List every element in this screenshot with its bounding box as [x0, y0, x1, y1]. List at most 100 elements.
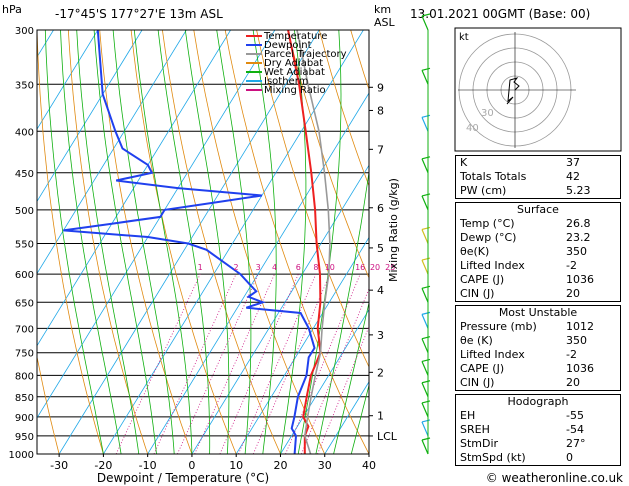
pressure-tick-label: 800 [15, 371, 34, 382]
most-unstable-title: Most Unstable [498, 306, 578, 319]
wind-barb-flag [421, 285, 431, 289]
mixing-ratio-tick-label: 8 [313, 263, 318, 272]
temperature-tick-label: -10 [139, 459, 157, 472]
value-sreh: -54 [566, 423, 584, 436]
temperature-tick-label: -30 [50, 459, 68, 472]
height-tick-label: 5 [377, 242, 384, 255]
row-mu-pressure: Pressure (mb) 1012 [456, 320, 620, 334]
plot-frame [36, 29, 370, 455]
height-tick-label: 1 [377, 410, 384, 423]
value-mu-pressure: 1012 [566, 320, 594, 333]
wind-barb-flag [421, 437, 431, 441]
label-cin: CIN (J) [460, 287, 495, 300]
hodo-table-title: Hodograph [507, 395, 569, 408]
pressure-tick-label: 750 [15, 349, 34, 360]
height-tick-label: 3 [377, 329, 384, 342]
mixing-ratio-line [285, 273, 361, 454]
row-li: Lifted Index -2 [456, 259, 620, 273]
value-temp: 26.8 [566, 217, 591, 230]
temperature-line [287, 30, 322, 454]
height-tick-label: 2 [377, 366, 384, 379]
value-mu-cin: 20 [566, 376, 580, 389]
wind-barb [421, 158, 429, 174]
label-temp: Temp (°C) [460, 217, 515, 230]
most-unstable-box: Most Unstable Pressure (mb) 1012 θe (K) 35… [455, 305, 621, 391]
mixing-ratio-tick-label: 25 [385, 263, 395, 272]
legend-label: Mixing Ratio [264, 85, 326, 96]
mixing-ratio-tick-label: 6 [296, 263, 301, 272]
height-axis: 9 8 7 6 5 4 3 2 1 LCL [369, 81, 398, 443]
temperature-tick-label: 20 [273, 459, 287, 472]
label-k: K [460, 156, 468, 169]
dry-adiabat-line [318, 30, 369, 187]
hodo-table-box: Hodograph EH -55 SREH -54 StmDir 27° StmSpd… [455, 394, 621, 466]
mixing-ratio-axis-label: Mixing Ratio (g/kg) [387, 178, 400, 282]
value-stmspd: 0 [566, 451, 573, 464]
wet-adiabat-line [252, 30, 277, 454]
wind-barb [421, 314, 429, 329]
temperature-axis: -30 -20 -10 0 10 20 30 40 [50, 454, 376, 472]
wind-barb-flag [421, 67, 431, 71]
mixing-ratio-line [317, 325, 369, 454]
wet-adiabat-line [280, 30, 307, 454]
row-tt: Totals Totals 42 [456, 170, 620, 184]
dry-adiabat-line [224, 30, 369, 454]
row-sreh: SREH -54 [456, 423, 620, 437]
isotherm-line [0, 30, 9, 454]
isotherm-line [191, 164, 369, 454]
row-theta: θe(K) 350 [456, 245, 620, 259]
legend-label: Dewpoint [264, 40, 312, 51]
wind-barb [421, 439, 429, 455]
row-temp: Temp (°C) 26.8 [456, 217, 620, 231]
value-mu-cape: 1036 [566, 362, 594, 375]
label-mu-cape: CAPE (J) [460, 362, 505, 375]
mixing-ratio-tick-label: 2 [233, 263, 238, 272]
dry-adiabat-line [162, 30, 281, 454]
row-cin: CIN (J) 20 [456, 287, 620, 301]
temperature-tick-label: 30 [318, 459, 332, 472]
wind-barb-flag [421, 400, 431, 404]
wind-barb-flag [421, 358, 431, 362]
mixing-ratio-tick-label: 3 [256, 263, 261, 272]
value-mu-theta: 350 [566, 334, 587, 347]
wet-adiabat-line [44, 30, 104, 454]
wet-adiabat-line [315, 169, 369, 454]
label-li: Lifted Index [460, 259, 525, 272]
label-mu-theta: θe (K) [460, 334, 493, 347]
isotherm-line [37, 30, 276, 419]
legend-label: Isotherm [264, 76, 308, 87]
plot-series [63, 30, 331, 454]
value-stmdir: 27° [566, 437, 586, 450]
label-mu-cin: CIN (J) [460, 376, 495, 389]
dry-adiabat-line [130, 30, 237, 454]
legend-label: Dry Adiabat [264, 58, 323, 69]
mixing-ratio-labels: 1 2 3 4 6 8 10 16 20 25 [198, 263, 396, 272]
dry-adiabat-line [99, 30, 193, 454]
temperature-tick-label: 0 [188, 459, 195, 472]
wet-adiabat-line [350, 383, 369, 454]
x-axis-label: Dewpoint / Temperature (°C) [97, 471, 269, 485]
row-mu-cin: CIN (J) 20 [456, 376, 620, 390]
wind-barb [421, 229, 429, 244]
asl-label: ASL [374, 16, 396, 29]
label-theta: θe(K) [460, 245, 490, 258]
pressure-tick-label: 300 [15, 26, 34, 37]
parcel-trajectory-line [296, 30, 331, 454]
isotherm-line [37, 30, 143, 203]
wind-barb-flag [421, 380, 431, 384]
row-eh: EH -55 [456, 409, 620, 423]
pressure-tick-label: 650 [15, 298, 34, 309]
label-stmdir: StmDir [460, 437, 499, 450]
wind-barb [421, 421, 429, 437]
km-unit-label: km [374, 3, 391, 16]
plot-background-lines [0, 30, 369, 454]
row-cape: CAPE (J) 1036 [456, 273, 620, 287]
label-tt: Totals Totals [460, 170, 527, 183]
mixing-ratio-tick-label: 20 [370, 263, 380, 272]
mixing-ratio-line [115, 273, 201, 454]
wind-barb [421, 382, 429, 398]
dry-adiabat-line [67, 30, 149, 454]
dewpoint-line [63, 30, 316, 454]
wind-barb-flag [421, 13, 431, 17]
value-tt: 42 [566, 170, 580, 183]
